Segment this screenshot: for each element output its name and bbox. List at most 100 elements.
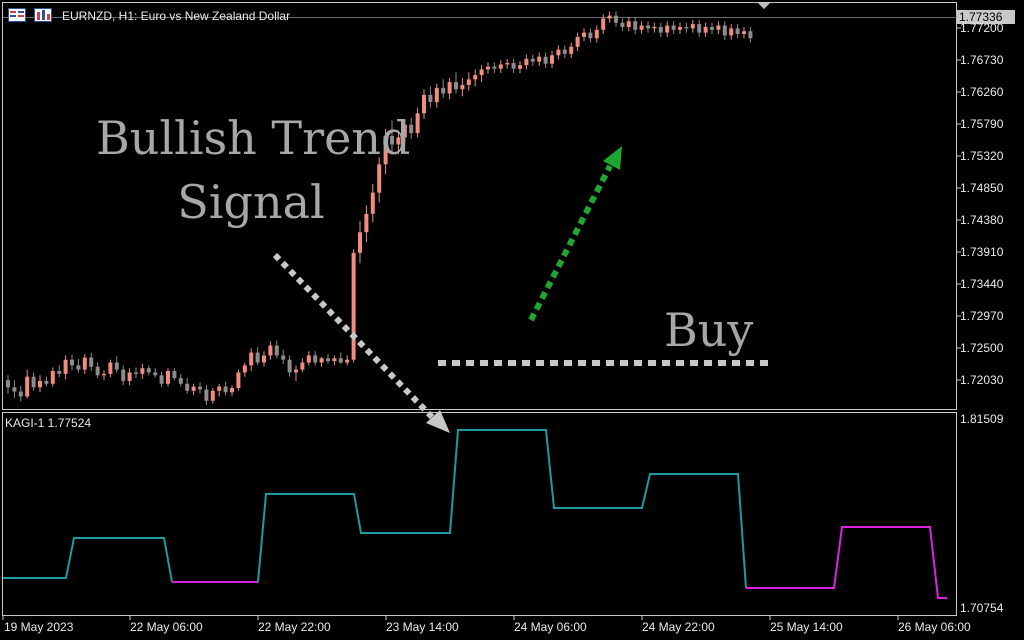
candle-body <box>498 64 503 69</box>
candle-body <box>556 49 561 56</box>
price-axis-label: 1.72030 <box>960 373 1004 387</box>
candle-body <box>204 389 209 401</box>
candle-body <box>338 358 343 363</box>
time-label: 24 May 22:00 <box>642 620 715 634</box>
candle-body <box>268 345 273 356</box>
price-axis-label: 1.73440 <box>960 277 1004 291</box>
candle-body <box>473 75 478 80</box>
candle-body <box>281 355 286 360</box>
candle-body <box>223 386 228 393</box>
candle-body <box>262 355 266 363</box>
candle-body <box>607 15 612 19</box>
candle-body <box>460 85 465 90</box>
price-axis-label: 1.75320 <box>960 149 1004 163</box>
buy-annotation: Buy <box>664 303 754 357</box>
candle-body <box>114 362 119 370</box>
candle-body <box>409 124 414 134</box>
candle-body <box>31 376 36 388</box>
candle-body <box>370 192 375 214</box>
candle-body <box>178 378 183 384</box>
kagi-segment-1 <box>3 537 173 583</box>
candle-body <box>486 66 490 70</box>
kagi-segment-3 <box>257 429 747 589</box>
candle-body <box>274 345 279 356</box>
candle-body <box>479 69 484 76</box>
candle-body <box>415 113 420 134</box>
candle-body <box>582 32 586 37</box>
candle-body <box>306 355 311 363</box>
candle-body <box>518 65 522 69</box>
candle-body <box>217 386 222 391</box>
candle-body <box>658 26 663 33</box>
time-label: 22 May 22:00 <box>258 620 331 634</box>
indicator-window-border <box>2 412 957 616</box>
kagi-segment-4 <box>746 526 947 599</box>
price-axis-label: 1.74380 <box>960 213 1004 227</box>
bullish-signal-arrow-line <box>272 252 435 420</box>
candle-body <box>146 368 151 373</box>
candle-body <box>313 355 318 363</box>
candle-body <box>614 15 618 23</box>
time-label: 25 May 14:00 <box>770 620 843 634</box>
candle-body <box>601 18 606 30</box>
candle-body <box>18 391 23 397</box>
candle-body <box>652 26 657 29</box>
chart-title: EURNZD, H1: Euro vs New Zealand Dollar <box>62 9 291 23</box>
price-axis-label: 1.77200 <box>960 21 1004 35</box>
candle-body <box>524 58 529 66</box>
candle-body <box>70 359 74 366</box>
candle-body <box>588 32 593 39</box>
time-label: 22 May 06:00 <box>130 620 203 634</box>
time-axis-ticks <box>2 616 899 620</box>
candle-body <box>95 366 100 376</box>
candle-body <box>402 124 407 138</box>
candle-body <box>466 79 471 85</box>
candle-body <box>511 63 516 69</box>
candle-body <box>172 371 177 379</box>
candle-body <box>639 25 644 30</box>
candle-body <box>620 22 625 27</box>
candle-body <box>185 383 190 391</box>
candle-body <box>575 36 580 47</box>
candle-body <box>748 31 753 39</box>
time-label: 23 May 14:00 <box>386 620 459 634</box>
candle-body <box>716 25 721 30</box>
candle-body <box>300 362 305 370</box>
main-chart-border <box>2 2 957 410</box>
candle-body <box>562 49 567 54</box>
candle-body <box>242 365 247 373</box>
time-label: 19 May 2023 <box>4 620 74 634</box>
candle-body <box>82 357 87 370</box>
candle-body <box>377 164 382 193</box>
candle-body <box>633 21 638 30</box>
candle-body <box>543 56 548 64</box>
candle-body <box>294 369 298 373</box>
chart-grid-icon[interactable] <box>8 8 26 22</box>
candle-body <box>236 372 241 389</box>
bullish-trend-line2: Signal <box>177 175 325 229</box>
candle-body <box>319 358 324 363</box>
candle-body <box>390 135 394 145</box>
candle-body <box>742 31 746 35</box>
candle-body <box>710 26 714 30</box>
candle-body <box>332 358 337 362</box>
uptrend-arrow-line <box>528 164 613 322</box>
bullish-signal-arrow-head <box>426 410 450 433</box>
candle-body <box>422 94 426 114</box>
candle-body <box>102 373 106 376</box>
candle-body <box>594 29 599 39</box>
candle-body <box>108 362 113 374</box>
chart-shift-marker[interactable] <box>758 3 770 9</box>
chart-bars-icon[interactable] <box>34 8 52 22</box>
candle-body <box>441 87 446 94</box>
candle-body <box>38 380 42 388</box>
candle-body <box>25 376 30 397</box>
candle-body <box>530 58 535 62</box>
candle-body <box>690 24 695 29</box>
candle-body <box>166 371 170 384</box>
price-axis-label: 1.72500 <box>960 341 1004 355</box>
candle-body <box>255 352 260 363</box>
candle-body <box>153 372 158 376</box>
candle-body <box>249 352 254 366</box>
